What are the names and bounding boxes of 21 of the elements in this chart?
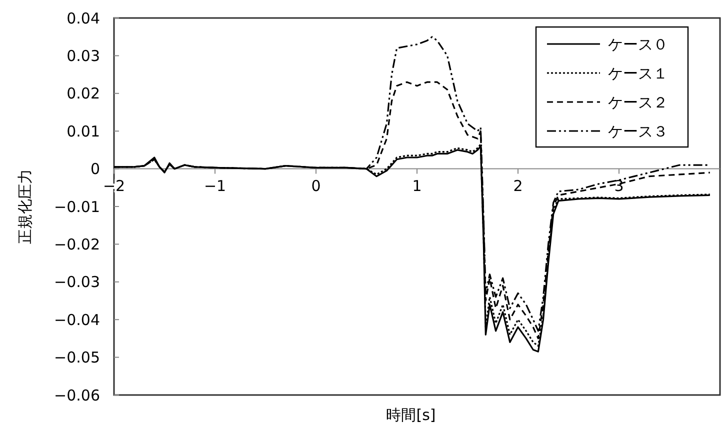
y-tick-label: 0.01 <box>66 122 100 140</box>
x-tick-label: 0 <box>311 176 321 195</box>
y-tick-label: −0.02 <box>54 235 100 254</box>
y-tick-label: −0.03 <box>54 273 100 292</box>
legend-label: ケース０ <box>608 35 668 54</box>
x-tick-label: −1 <box>204 176 226 195</box>
x-tick-label: 2 <box>513 176 523 195</box>
y-tick-label: 0.03 <box>66 46 100 65</box>
y-tick-label: −0.04 <box>54 310 100 329</box>
y-tick-label: 0.02 <box>66 84 100 103</box>
y-tick-label: −0.05 <box>54 348 100 367</box>
y-tick-label: −0.06 <box>54 386 100 404</box>
y-tick-label: 0.04 <box>66 9 100 28</box>
y-tick-label: −0.01 <box>54 198 100 216</box>
legend-label: ケース１ <box>608 64 668 82</box>
x-axis-title: 時間[s] <box>386 406 436 424</box>
y-tick-label: 0 <box>90 160 100 178</box>
legend-label: ケース３ <box>608 122 668 140</box>
x-tick-label: 1 <box>412 176 422 195</box>
y-axis-title: 正規化圧力 <box>16 169 34 244</box>
legend-label: ケース２ <box>608 93 668 112</box>
